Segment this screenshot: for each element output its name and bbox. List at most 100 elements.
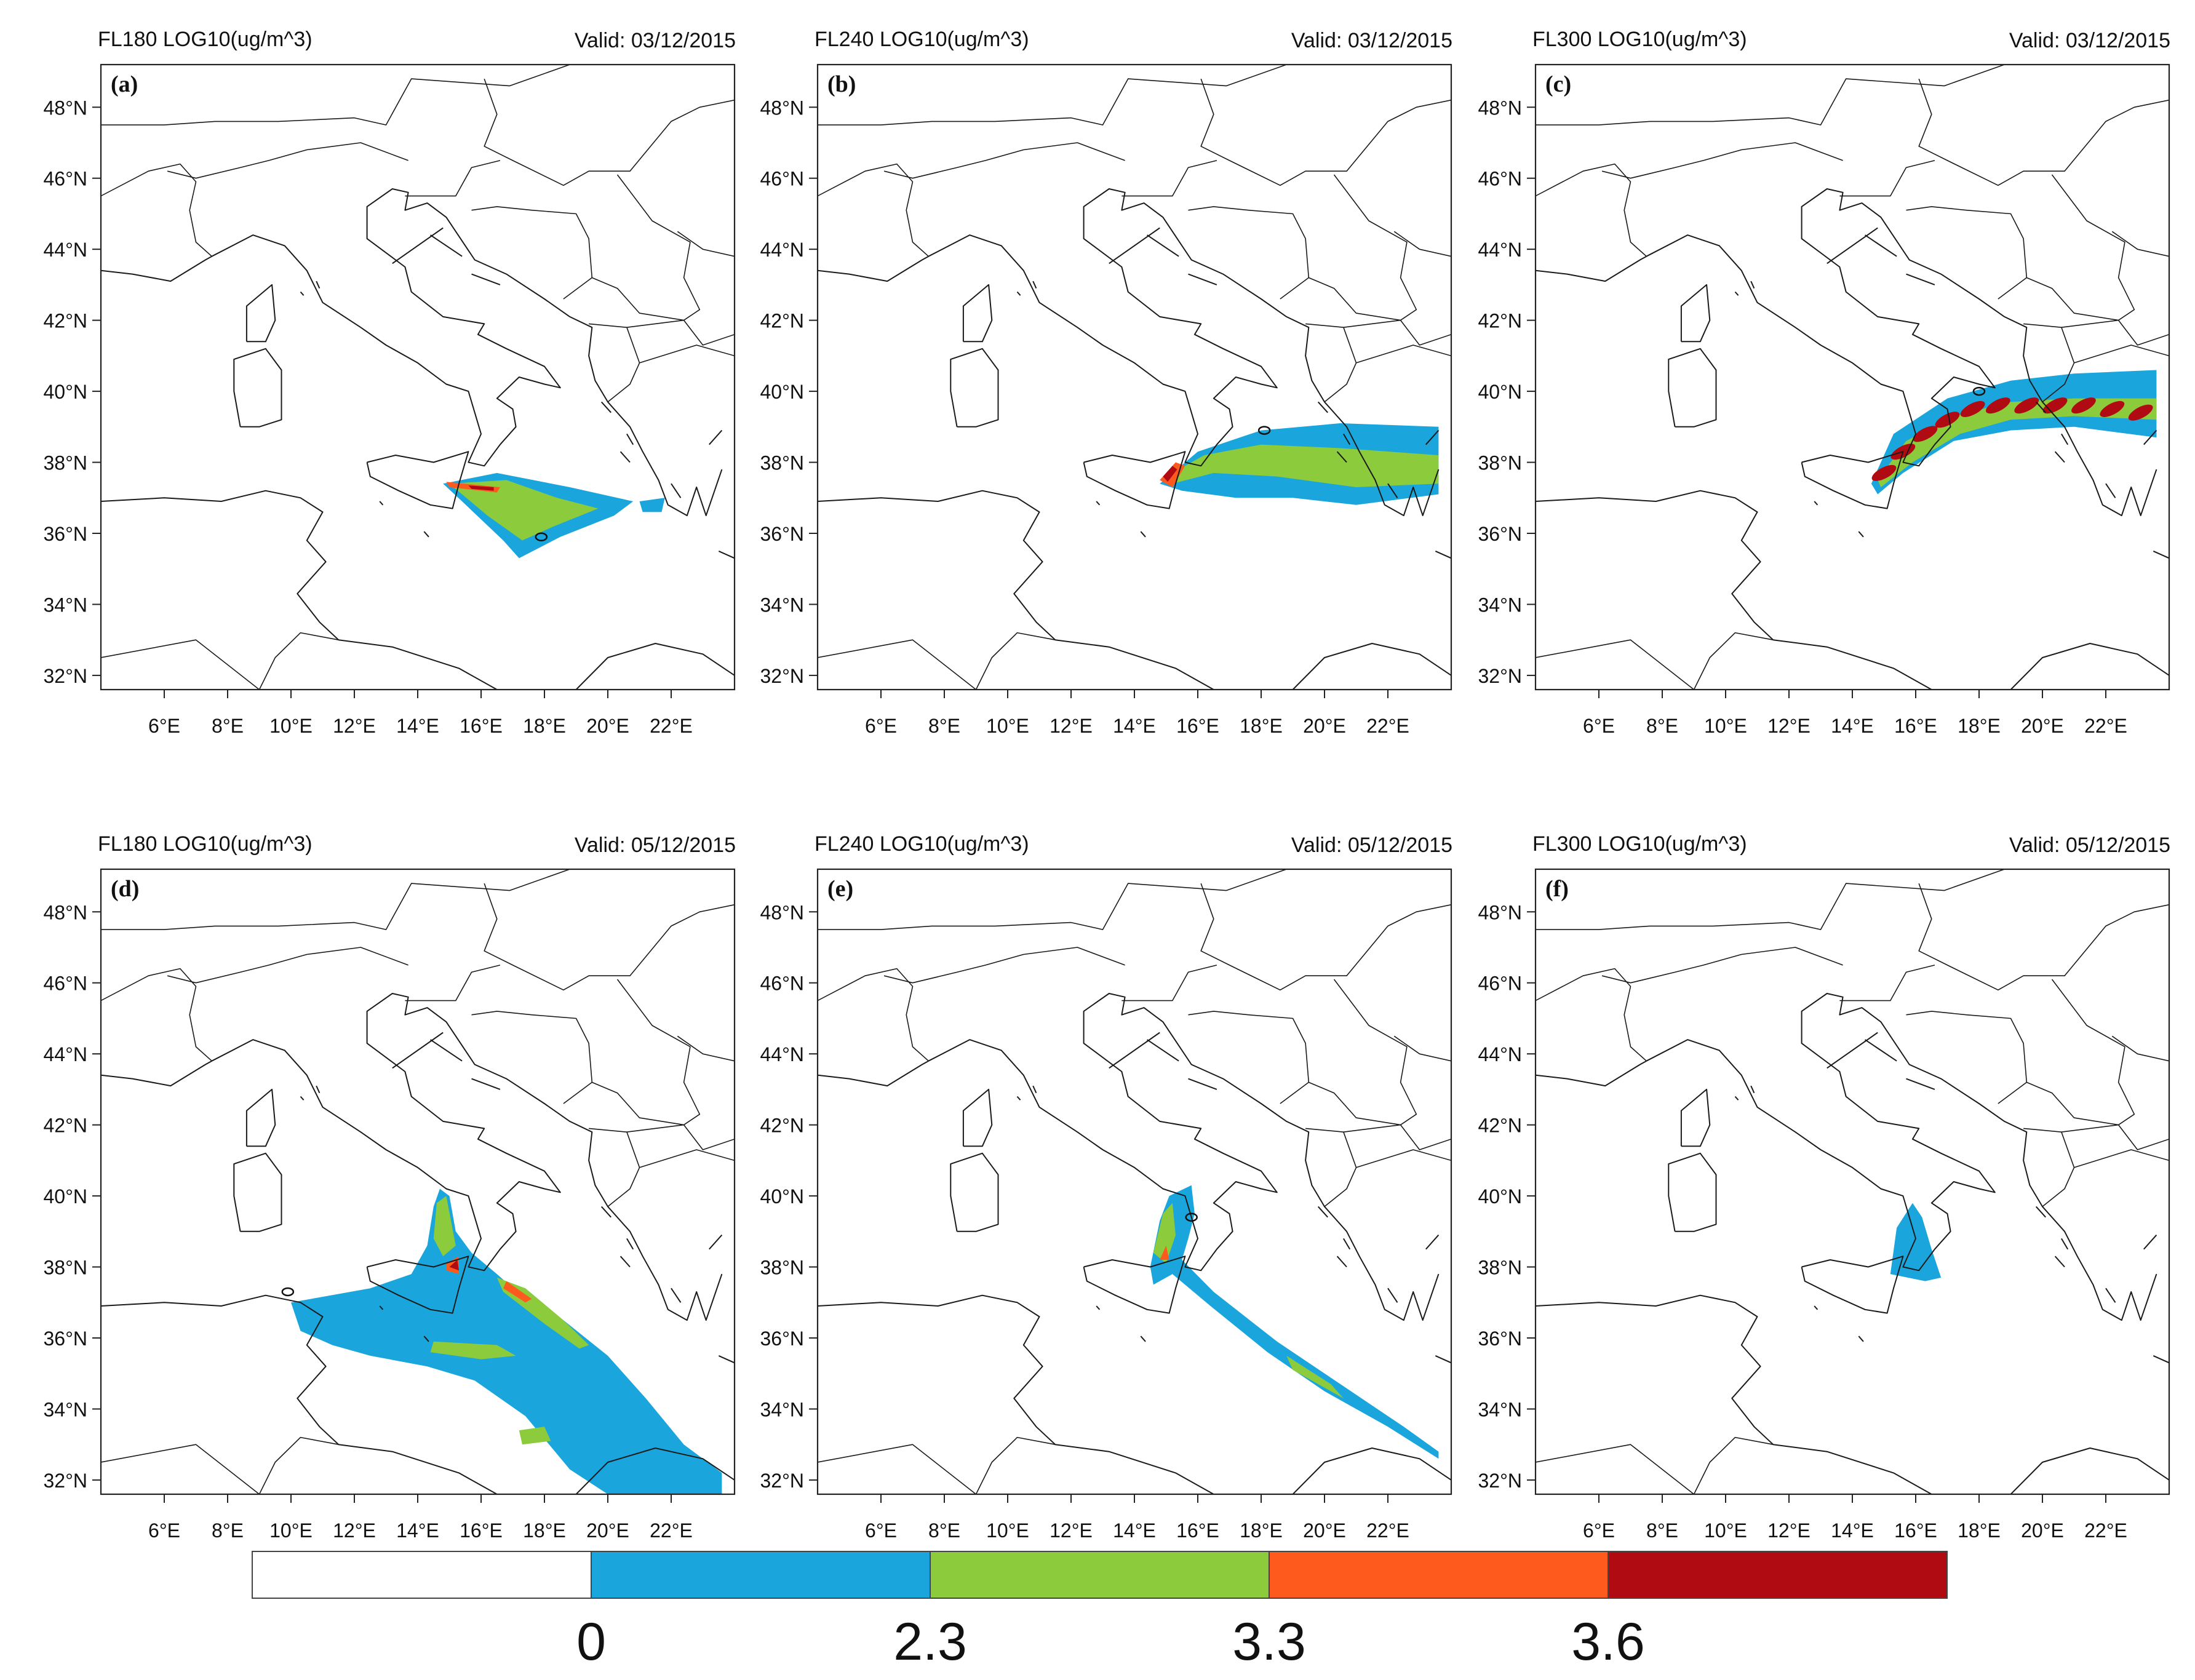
colorbar-label: 3.6: [1571, 1612, 1645, 1671]
country-border: [589, 323, 640, 403]
lat-tick-label: 40°N: [44, 1185, 88, 1208]
island: [1387, 483, 1398, 498]
country-border: [975, 1436, 1056, 1494]
lat-tick-label: 46°N: [1478, 168, 1523, 190]
map-content: [1536, 65, 2169, 690]
country-border: [258, 632, 339, 690]
lon-tick-label: 8°E: [928, 715, 960, 737]
country-border: [1200, 883, 1451, 991]
concentration-plume: [449, 480, 599, 541]
coastline: [101, 255, 212, 282]
colorbar-label: 3.3: [1232, 1612, 1306, 1671]
high-concentration-core: [2128, 404, 2153, 421]
lon-tick-label: 10°E: [269, 715, 313, 737]
map-panel-e: FL240 LOG10(ug/m^3) Valid: 05/12/2015 (e) 4…: [760, 832, 1453, 1542]
coastline: [101, 1060, 212, 1087]
lon-tick-label: 8°E: [928, 1519, 960, 1542]
island: [2035, 401, 2046, 413]
panel-title: FL300 LOG10(ug/m^3): [1532, 832, 1747, 856]
coastline: [718, 550, 735, 559]
island: [1858, 1336, 1864, 1342]
contour-ring: [1257, 426, 1271, 435]
coastline: [1083, 451, 1186, 509]
lat-tick-label: 36°N: [760, 1328, 805, 1350]
lat-tick-label: 38°N: [760, 1257, 805, 1279]
country-border: [626, 319, 735, 346]
coastline: [1801, 451, 1904, 509]
high-concentration-core: [1913, 426, 1938, 442]
lon-tick-label: 12°E: [1050, 1519, 1093, 1542]
island: [316, 281, 321, 289]
colorbar-segment: [930, 1551, 1270, 1599]
island: [430, 1039, 463, 1062]
island: [1865, 1039, 1897, 1062]
lon-tick-label: 14°E: [396, 1519, 439, 1542]
island: [379, 1305, 384, 1310]
island: [1188, 1078, 1217, 1090]
coastline: [1083, 1256, 1186, 1314]
island: [1140, 1336, 1146, 1342]
country-border: [258, 1436, 339, 1494]
lat-tick-label: 34°N: [760, 594, 805, 616]
panel-label: (a): [111, 71, 138, 97]
country-border: [1693, 1436, 1774, 1494]
island: [1096, 1305, 1101, 1310]
lat-tick-label: 42°N: [1478, 1115, 1523, 1137]
concentration-plume: [449, 1260, 459, 1271]
lat-tick-label: 34°N: [760, 1398, 805, 1420]
lat-tick-label: 38°N: [44, 452, 88, 474]
country-border: [1343, 319, 1451, 346]
panel-title: FL300 LOG10(ug/m^3): [1532, 28, 1747, 51]
colorbar-segment: [1607, 1551, 1948, 1599]
island: [392, 1032, 444, 1069]
concentration-plume: [1153, 1203, 1176, 1264]
lat-tick-label: 48°N: [1478, 901, 1523, 923]
coastline: [928, 188, 1440, 517]
concentration-plume: [430, 1341, 516, 1360]
lat-tick-label: 48°N: [44, 97, 88, 119]
island: [2054, 1256, 2065, 1268]
island: [709, 1234, 723, 1250]
lon-tick-label: 20°E: [586, 1519, 629, 1542]
lon-tick-label: 10°E: [1704, 715, 1747, 737]
lat-tick-label: 42°N: [760, 1115, 805, 1137]
island: [1317, 401, 1328, 413]
lat-tick-label: 46°N: [44, 168, 88, 190]
map-content: [1536, 869, 2169, 1494]
concentration-plume: [291, 1188, 722, 1494]
lon-tick-label: 16°E: [1176, 715, 1219, 737]
lon-tick-label: 10°E: [986, 715, 1029, 737]
island: [1814, 501, 1819, 506]
colorbar-segment: [591, 1551, 931, 1599]
contour-ring: [281, 1287, 295, 1297]
coastline: [366, 451, 469, 509]
lon-tick-label: 14°E: [396, 715, 439, 737]
concentration-plume: [519, 1427, 551, 1445]
country-border: [975, 632, 1056, 690]
coastline: [818, 1294, 1214, 1494]
country-border: [883, 947, 1125, 984]
map-panel-a: FL180 LOG10(ug/m^3) Valid: 03/12/2015 (a) 4…: [44, 28, 736, 737]
country-border: [1918, 78, 2169, 186]
coastline: [950, 1152, 999, 1232]
country-border: [1200, 78, 1451, 186]
concentration-plume: [503, 1281, 532, 1303]
country-border: [818, 1444, 976, 1494]
island: [1827, 227, 1878, 265]
lon-tick-label: 22°E: [2084, 1519, 2127, 1542]
coastline: [1680, 284, 1711, 343]
panel-valid-date: Valid: 03/12/2015: [2009, 29, 2170, 52]
country-border: [589, 1128, 640, 1208]
island: [1865, 234, 1897, 257]
island: [1032, 1085, 1037, 1094]
island: [600, 1206, 611, 1218]
island: [1906, 273, 1935, 285]
coastline: [575, 1447, 735, 1494]
coastline: [211, 188, 723, 517]
lat-tick-label: 40°N: [1478, 1185, 1523, 1208]
lon-tick-label: 18°E: [523, 1519, 566, 1542]
coastline: [366, 1256, 469, 1314]
island: [1827, 1032, 1878, 1069]
coastline: [1435, 550, 1451, 559]
island: [1147, 1039, 1179, 1062]
